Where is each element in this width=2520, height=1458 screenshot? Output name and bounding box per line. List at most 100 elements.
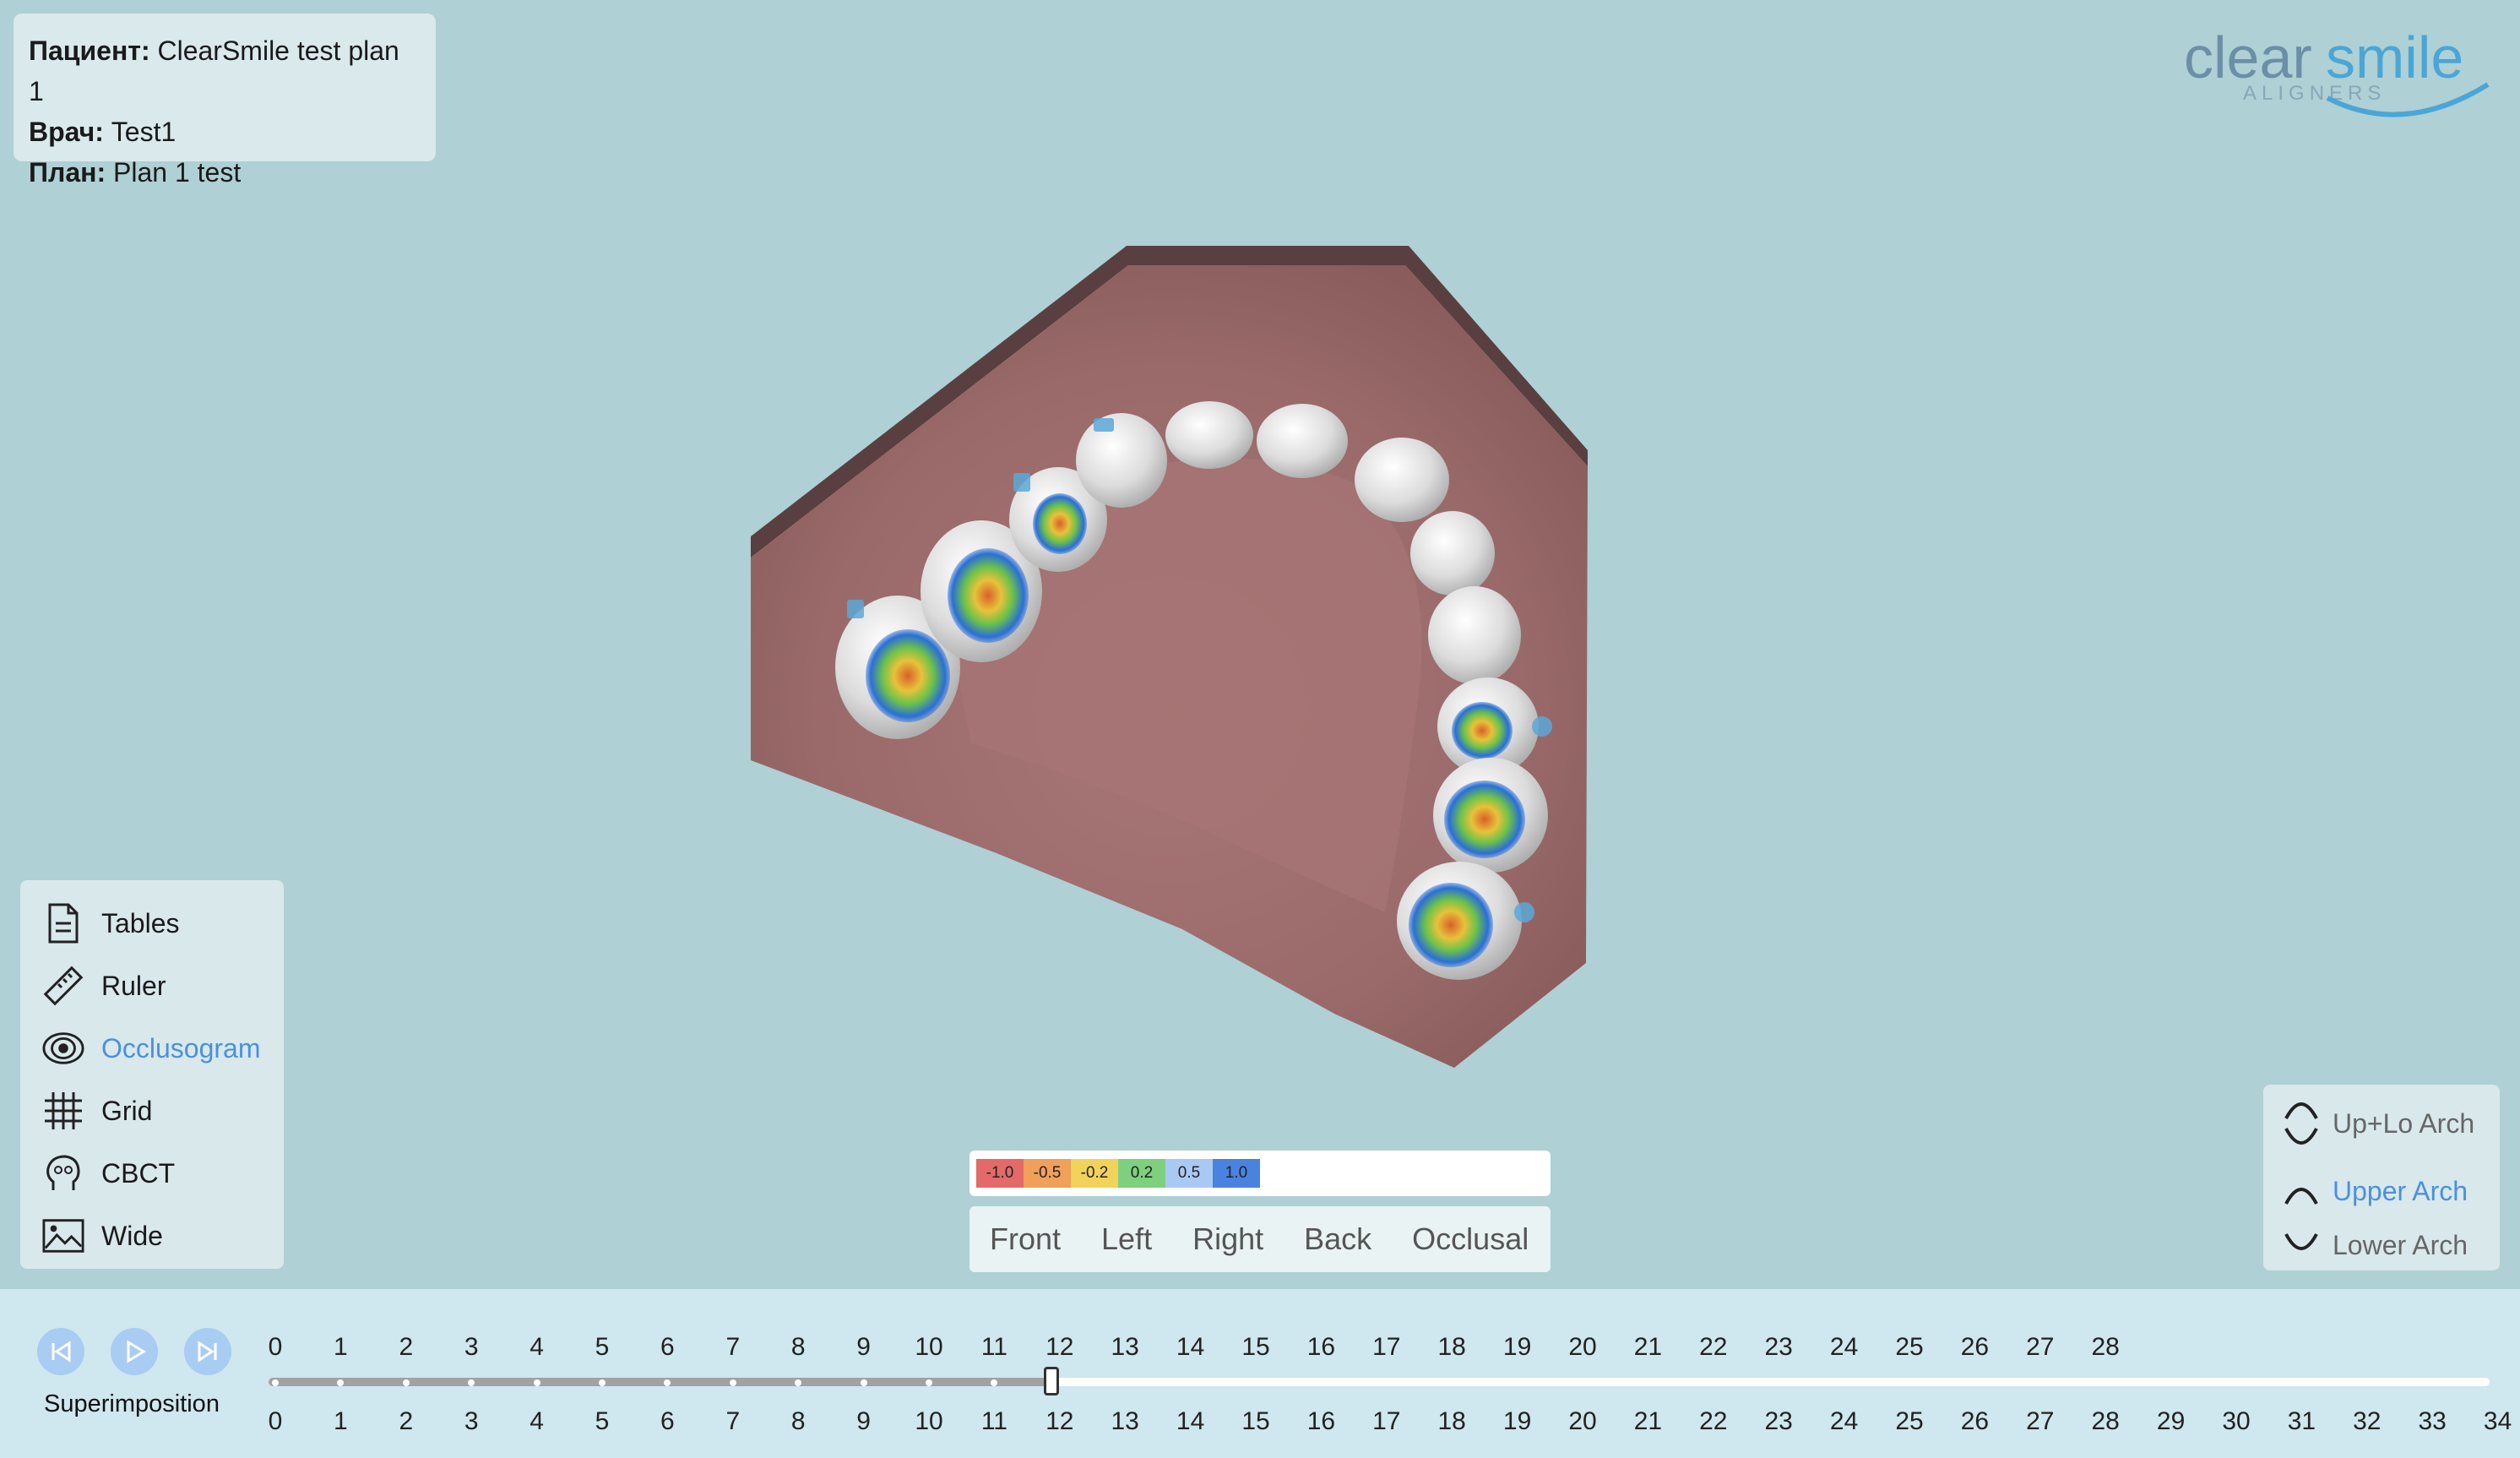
lower-step-label[interactable]: 16 (1306, 1407, 1336, 1435)
timeline-track[interactable] (269, 1378, 2490, 1386)
lower-step-label[interactable]: 11 (980, 1407, 1007, 1435)
upper-step-label[interactable]: 19 (1502, 1333, 1532, 1361)
tool-cbct[interactable]: CBCT (20, 1142, 284, 1205)
lower-step-label[interactable]: 13 (1111, 1407, 1139, 1435)
lower-step-label[interactable]: 32 (2353, 1407, 2382, 1435)
upper-step-label[interactable]: 5 (595, 1333, 610, 1361)
upper-step-label[interactable]: 1 (334, 1333, 348, 1361)
skip-to-start-button[interactable] (37, 1328, 84, 1375)
upper-step-label[interactable]: 27 (2026, 1333, 2055, 1361)
lower-step-label[interactable]: 30 (2222, 1407, 2251, 1435)
upper-step-label[interactable]: 8 (790, 1333, 806, 1361)
upper-step-label[interactable]: 22 (1699, 1333, 1728, 1361)
tool-wide[interactable]: Wide (20, 1205, 284, 1267)
lower-step-label[interactable]: 31 (2287, 1407, 2316, 1435)
lower-step-label[interactable]: 33 (2418, 1407, 2447, 1435)
lower-step-label[interactable]: 21 (1633, 1407, 1663, 1435)
upper-step-label[interactable]: 24 (1829, 1333, 1859, 1361)
lower-step-label[interactable]: 5 (595, 1407, 610, 1435)
patient-value: ClearSmile test plan 1 (29, 35, 399, 106)
tool-grid[interactable]: Grid (20, 1080, 284, 1142)
upper-step-label[interactable]: 26 (1960, 1333, 1990, 1361)
lower-step-label[interactable]: 8 (790, 1407, 806, 1435)
upper-step-label[interactable]: 9 (856, 1333, 871, 1361)
tool-ruler[interactable]: Ruler (20, 955, 284, 1017)
dental-3d-model[interactable] (0, 0, 2520, 1289)
upper-step-label[interactable]: 16 (1306, 1333, 1336, 1361)
lower-step-label[interactable]: 23 (1764, 1407, 1793, 1435)
arch-label: Lower Arch (2333, 1230, 2468, 1260)
upper-step-label[interactable]: 17 (1372, 1333, 1401, 1361)
tool-label: Grid (101, 1095, 153, 1126)
lower-step-label[interactable]: 10 (915, 1407, 943, 1435)
tools-panel: Tables Ruler Occlusogram Grid CBCT Wide (20, 880, 284, 1269)
tool-occlusogram[interactable]: Occlusogram (20, 1017, 284, 1080)
lower-step-label[interactable]: 1 (334, 1407, 348, 1435)
lower-step-label[interactable]: 17 (1372, 1407, 1401, 1435)
view-left-button[interactable]: Left (1101, 1221, 1153, 1256)
lower-step-label[interactable]: 22 (1699, 1407, 1728, 1435)
lower-step-label[interactable]: 29 (2156, 1407, 2186, 1435)
plan-value: Plan 1 test (113, 157, 242, 188)
lower-step-label[interactable]: 3 (464, 1407, 479, 1435)
upper-step-label[interactable]: 7 (725, 1333, 741, 1361)
head-icon (42, 1152, 84, 1194)
upper-step-label[interactable]: 11 (980, 1333, 1007, 1361)
lower-step-label[interactable]: 0 (268, 1407, 283, 1435)
logo-word-smile: smile (2326, 25, 2463, 90)
lower-step-label[interactable]: 2 (399, 1407, 414, 1435)
teeth-right (1355, 438, 1548, 980)
lower-step-label[interactable]: 4 (530, 1407, 544, 1435)
lower-step-label[interactable]: 19 (1502, 1407, 1532, 1435)
lower-step-label[interactable]: 7 (725, 1407, 741, 1435)
logo-subtitle: ALIGNERS (2243, 82, 2386, 105)
upper-step-label[interactable]: 4 (530, 1333, 544, 1361)
clearsmile-logo: clear smile ALIGNERS (2184, 25, 2490, 117)
lower-step-label[interactable]: 25 (1895, 1407, 1924, 1435)
lower-step-label[interactable]: 27 (2026, 1407, 2055, 1435)
lower-step-label[interactable]: 6 (660, 1407, 675, 1435)
view-occlusal-button[interactable]: Occlusal (1412, 1221, 1529, 1256)
superimposition-label[interactable]: Superimposition (44, 1390, 220, 1417)
arch-both-option[interactable]: Up+Lo Arch (2280, 1093, 2474, 1154)
upper-step-label[interactable]: 3 (464, 1333, 479, 1361)
view-back-button[interactable]: Back (1304, 1221, 1372, 1256)
step-marker (468, 1379, 475, 1386)
lower-step-label[interactable]: 34 (2483, 1407, 2512, 1435)
upper-step-label[interactable]: 6 (660, 1333, 675, 1361)
skip-to-end-button[interactable] (184, 1328, 231, 1375)
lower-step-label[interactable]: 15 (1241, 1407, 1270, 1435)
legend-swatch: -1.0 (976, 1159, 1024, 1188)
upper-step-label[interactable]: 20 (1568, 1333, 1597, 1361)
upper-step-label[interactable]: 23 (1764, 1333, 1793, 1361)
upper-step-label[interactable]: 12 (1045, 1333, 1074, 1361)
view-front-button[interactable]: Front (990, 1221, 1062, 1256)
upper-step-label[interactable]: 13 (1111, 1333, 1139, 1361)
patient-info-panel: Пациент: ClearSmile test plan 1 Врач: Te… (14, 14, 436, 188)
lower-step-label[interactable]: 20 (1568, 1407, 1597, 1435)
lower-step-label[interactable]: 24 (1829, 1407, 1859, 1435)
timeline-slider-thumb[interactable] (1044, 1367, 1059, 1395)
tool-label: Ruler (101, 970, 166, 1001)
upper-step-label[interactable]: 10 (915, 1333, 943, 1361)
arch-upper-option[interactable]: Upper Arch (2280, 1176, 2468, 1207)
upper-step-label[interactable]: 18 (1437, 1333, 1466, 1361)
upper-step-label[interactable]: 28 (2091, 1333, 2120, 1361)
upper-step-label[interactable]: 25 (1895, 1333, 1924, 1361)
view-right-button[interactable]: Right (1192, 1221, 1264, 1256)
play-button[interactable] (111, 1328, 158, 1375)
arch-lower-option[interactable]: Lower Arch (2280, 1230, 2468, 1261)
tool-tables[interactable]: Tables (20, 892, 284, 955)
lower-step-label[interactable]: 18 (1437, 1407, 1466, 1435)
upper-step-label[interactable]: 14 (1176, 1333, 1205, 1361)
lower-step-label[interactable]: 28 (2091, 1407, 2120, 1435)
upper-step-label[interactable]: 21 (1633, 1333, 1663, 1361)
upper-step-label[interactable]: 2 (399, 1333, 414, 1361)
lower-step-label[interactable]: 9 (856, 1407, 871, 1435)
lower-step-label[interactable]: 14 (1176, 1407, 1205, 1435)
lower-step-label[interactable]: 12 (1045, 1407, 1074, 1435)
upper-step-label[interactable]: 15 (1241, 1333, 1270, 1361)
upper-step-label[interactable]: 0 (268, 1333, 283, 1361)
step-marker (926, 1379, 932, 1386)
lower-step-label[interactable]: 26 (1960, 1407, 1990, 1435)
